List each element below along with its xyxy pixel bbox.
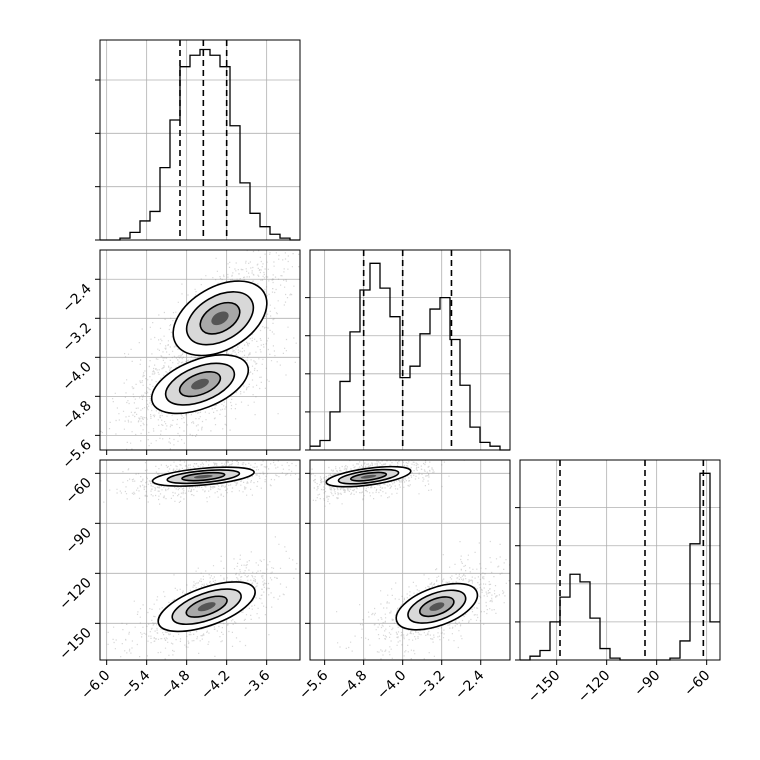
- density-content: [100, 460, 300, 660]
- density-content: [100, 250, 300, 450]
- histogram-steps: [310, 262, 510, 451]
- contour-level-4: [429, 602, 445, 611]
- panel-frame: [99, 39, 301, 241]
- contour-level-4: [360, 474, 377, 479]
- contour-level-4: [197, 602, 216, 612]
- contour-level-4: [211, 311, 229, 326]
- density-panel-p0-p1: −5.6−4.8−4.0−3.2−2.4: [59, 249, 301, 472]
- histogram-steps: [100, 48, 300, 241]
- histogram-panel-p1: [305, 249, 511, 451]
- panel-frame: [309, 249, 511, 451]
- panel-frame: [309, 459, 511, 661]
- histogram-panel-p0: [95, 39, 301, 241]
- panel-frame: [99, 459, 301, 661]
- histogram-steps: [520, 472, 720, 661]
- contour-level-4: [191, 378, 209, 390]
- panels: −150 −120 −90 −60−5.6−4.8−4.0−3.2−2.4−150−1…: [56, 39, 721, 706]
- density-content: [310, 460, 510, 660]
- panel-frame: [99, 249, 301, 451]
- contour-level-4: [193, 474, 213, 479]
- panel-frame: [519, 459, 721, 661]
